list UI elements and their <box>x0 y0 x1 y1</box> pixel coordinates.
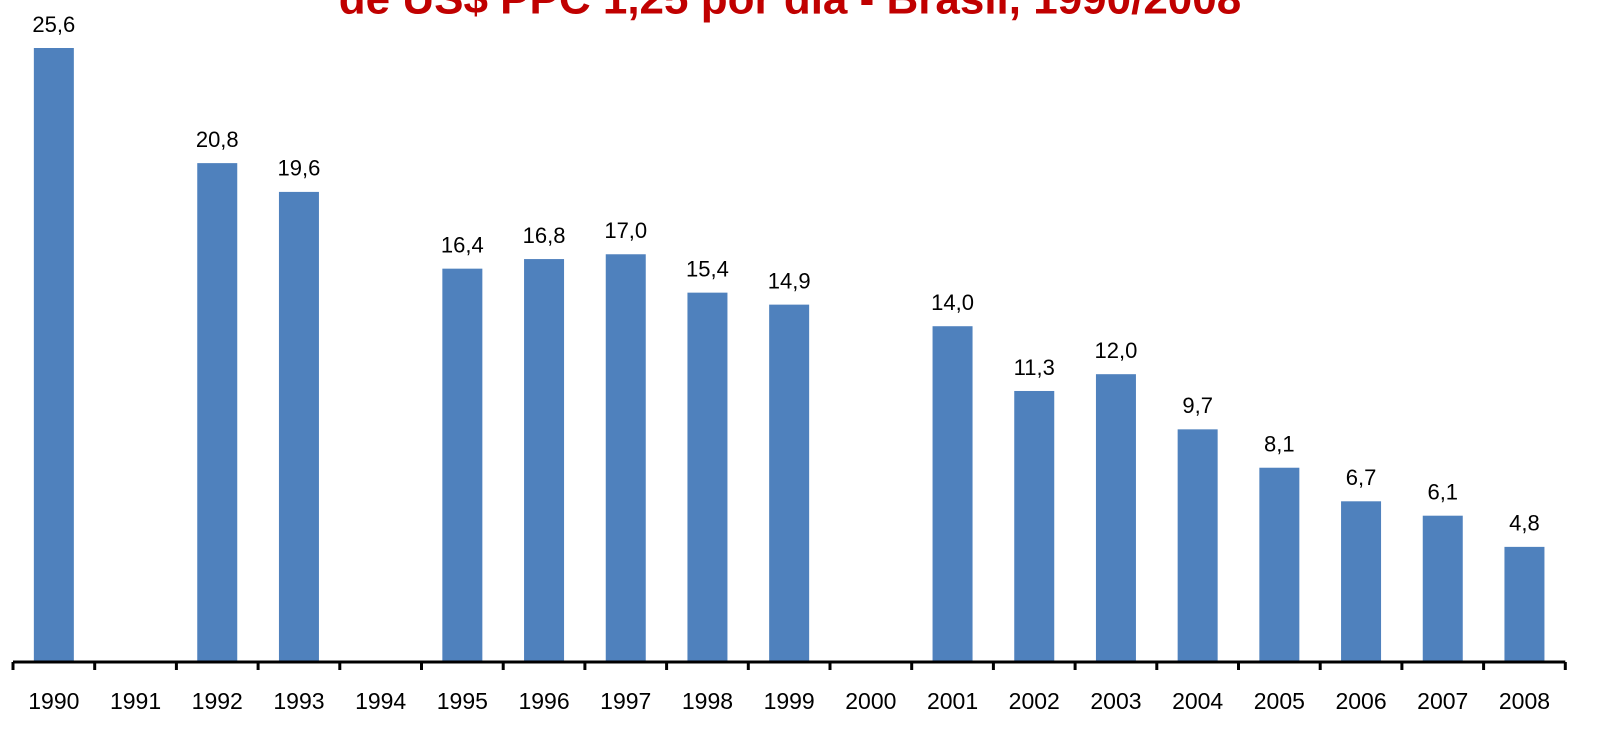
x-tick-label: 1990 <box>28 688 79 714</box>
value-label: 15,4 <box>686 256 729 281</box>
x-tick-label: 1999 <box>764 688 815 714</box>
value-label: 20,8 <box>196 127 239 152</box>
value-label: 6,7 <box>1346 465 1377 490</box>
value-label: 9,7 <box>1182 393 1213 418</box>
x-tick-label: 1995 <box>437 688 488 714</box>
bar <box>932 326 973 662</box>
bar <box>442 268 483 662</box>
x-tick-label: 2008 <box>1499 688 1550 714</box>
x-tick-label: 2006 <box>1335 688 1386 714</box>
x-tick-label: 1998 <box>682 688 733 714</box>
bar <box>1341 501 1382 662</box>
x-tick-label: 2004 <box>1172 688 1223 714</box>
x-tick-label: 2007 <box>1417 688 1468 714</box>
bar <box>1014 390 1055 662</box>
bar <box>524 259 565 662</box>
x-tick-label: 2000 <box>845 688 896 714</box>
value-label: 19,6 <box>278 156 321 181</box>
bar <box>1095 374 1136 662</box>
value-label: 14,9 <box>768 268 811 293</box>
x-tick-label: 1994 <box>355 688 406 714</box>
bar <box>197 163 238 662</box>
value-label: 4,8 <box>1509 511 1540 536</box>
x-tick-label: 1993 <box>273 688 324 714</box>
value-label: 14,0 <box>931 290 974 315</box>
chart-title: de US$ PPC 1,25 por dia - Brasil, 1990/2… <box>339 0 1241 24</box>
x-tick-label: 1992 <box>192 688 243 714</box>
bar <box>33 48 74 662</box>
value-label: 11,3 <box>1014 355 1055 380</box>
x-tick-label: 2001 <box>927 688 978 714</box>
value-label: 6,1 <box>1427 480 1458 505</box>
x-tick-label: 2003 <box>1090 688 1141 714</box>
x-tick-label: 2005 <box>1254 688 1305 714</box>
bar <box>1259 467 1300 662</box>
bar <box>605 254 646 662</box>
x-tick-label: 1991 <box>110 688 161 714</box>
bar <box>1422 515 1463 662</box>
value-label: 8,1 <box>1264 432 1295 457</box>
bar <box>769 304 810 662</box>
bar <box>1504 546 1545 662</box>
bar <box>1177 429 1218 662</box>
value-label: 16,8 <box>523 223 566 248</box>
value-label: 16,4 <box>441 232 484 257</box>
value-label: 17,0 <box>604 218 647 243</box>
bar <box>687 292 728 662</box>
value-label: 25,6 <box>32 12 75 37</box>
bar <box>278 191 319 662</box>
x-tick-label: 1997 <box>600 688 651 714</box>
value-label: 12,0 <box>1095 338 1138 363</box>
x-tick-label: 1996 <box>518 688 569 714</box>
x-tick-label: 2002 <box>1009 688 1060 714</box>
